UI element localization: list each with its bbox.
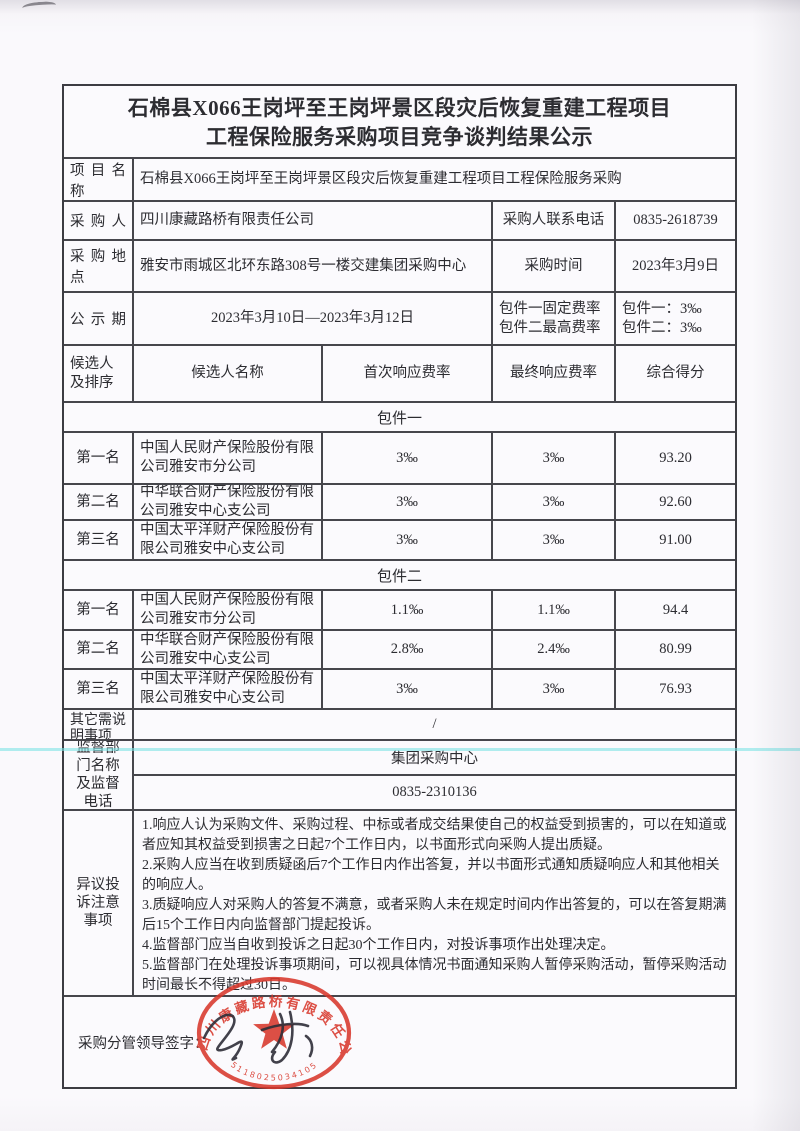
- final-rate-cell: 3‰: [491, 485, 614, 519]
- candidate-cell: 中华联合财产保险股份有限公司雅安中心支公司: [132, 485, 321, 519]
- supervision-values: 集团采购中心 0835-2310136: [132, 741, 735, 809]
- package1-banner: 包件一: [376, 410, 422, 427]
- purchase-time-label: 采购时间: [491, 241, 614, 291]
- scan-corner-mark: [21, 0, 57, 9]
- publicity-label: 公示期: [70, 312, 126, 328]
- location-value: 雅安市雨城区北环东路308号一楼交建集团采购中心: [132, 241, 491, 291]
- purchase-time-value: 2023年3月9日: [614, 241, 735, 291]
- dispute-items: 1.响应人认为采购文件、采购过程、中标或者成交结果使自己的权益受到损害的，可以在…: [132, 811, 735, 995]
- final-rate-cell: 2.4‰: [491, 631, 614, 668]
- announcement-table: 石棉县X066王岗坪至王岗坪景区段灾后恢复重建工程项目 工程保险服务采购项目竞争…: [62, 84, 737, 1089]
- rank-cell: 第二名: [76, 641, 120, 658]
- rate-value-line2: 包件二：3‰: [622, 319, 702, 336]
- result-row: 第一名 中国人民财产保险股份有限公司雅安市分公司 3‰ 3‰ 93.20: [64, 431, 735, 483]
- score-cell: 91.00: [614, 521, 735, 559]
- package2-banner: 包件二: [376, 568, 422, 585]
- score-cell: 93.20: [614, 433, 735, 483]
- rate-note: 包件一固定费率 包件二最高费率: [491, 293, 614, 344]
- supervision-phone: 0835-2310136: [134, 774, 735, 809]
- header-candidate: 候选人名称: [132, 346, 321, 401]
- score-cell: 76.93: [614, 670, 735, 708]
- document-title: 石棉县X066王岗坪至王岗坪景区段灾后恢复重建工程项目 工程保险服务采购项目竞争…: [64, 86, 735, 157]
- final-rate-cell: 1.1‰: [491, 591, 614, 629]
- first-rate-cell: 3‰: [321, 670, 491, 708]
- score-cell: 92.60: [614, 485, 735, 519]
- result-row: 第二名 中华联合财产保险股份有限公司雅安中心支公司 2.8‰ 2.4‰ 80.9…: [64, 629, 735, 668]
- dispute-item-2: 2.采购人应当在收到质疑函后7个工作日内作出答复，并以书面形式通知质疑响应人和其…: [142, 858, 720, 894]
- first-rate-cell: 3‰: [321, 485, 491, 519]
- score-cell: 80.99: [614, 631, 735, 668]
- title-line-1: 石棉县X066王岗坪至王岗坪景区段灾后恢复重建工程项目: [127, 95, 672, 120]
- rank-cell: 第一名: [76, 601, 120, 618]
- candidate-cell: 中华联合财产保险股份有限公司雅安中心支公司: [132, 631, 321, 668]
- rank-cell: 第三名: [76, 680, 120, 697]
- title-line-2: 工程保险服务采购项目竞争谈判结果公示: [206, 124, 593, 149]
- header-final-rate: 最终响应费率: [491, 346, 614, 401]
- candidate-cell: 中国太平洋财产保险股份有限公司雅安中心支公司: [132, 670, 321, 708]
- location-label: 采购地点: [70, 249, 126, 286]
- result-row: 第二名 中华联合财产保险股份有限公司雅安中心支公司 3‰ 3‰ 92.60: [64, 483, 735, 519]
- purchaser-value: 四川康藏路桥有限责任公司: [132, 202, 491, 239]
- final-rate-cell: 3‰: [491, 521, 614, 559]
- publicity-value: 2023年3月10日—2023年3月12日: [132, 293, 491, 344]
- purchaser-phone-label: 采购人联系电话: [491, 202, 614, 239]
- header-score: 综合得分: [614, 346, 735, 401]
- first-rate-cell: 2.8‰: [321, 631, 491, 668]
- other-notes-value: /: [132, 710, 735, 739]
- dispute-item-4: 4.监督部门应当自收到投诉之日起30个工作日内，对投诉事项作出处理决定。: [142, 938, 615, 954]
- rate-note-line1: 包件一固定费率: [499, 301, 601, 318]
- supervision-department: 集团采购中心: [391, 751, 478, 767]
- paper-edge-shadow: [752, 0, 800, 1131]
- result-row: 第三名 中国太平洋财产保险股份有限公司雅安中心支公司 3‰ 3‰ 91.00: [64, 519, 735, 559]
- candidate-cell: 中国人民财产保险股份有限公司雅安市分公司: [132, 433, 321, 483]
- first-rate-cell: 3‰: [321, 433, 491, 483]
- purchaser-label: 采购人: [70, 214, 126, 230]
- dispute-label: 异议投诉注意事项: [76, 876, 120, 930]
- project-name-value: 石棉县X066王岗坪至王岗坪景区段灾后恢复重建工程项目工程保险服务采购: [132, 159, 735, 200]
- purchaser-phone-value: 0835-2618739: [614, 202, 735, 239]
- score-cell: 94.4: [614, 591, 735, 629]
- result-row: 第三名 中国太平洋财产保险股份有限公司雅安中心支公司 3‰ 3‰ 76.93: [64, 668, 735, 708]
- project-name-label: 项目名称: [70, 162, 126, 200]
- rate-value-line1: 包件一：3‰: [622, 301, 702, 318]
- candidate-cell: 中国人民财产保险股份有限公司雅安市分公司: [132, 591, 321, 629]
- rank-cell: 第一名: [76, 449, 120, 466]
- result-row: 第一名 中国人民财产保险股份有限公司雅安市分公司 1.1‰ 1.1‰ 94.4: [64, 589, 735, 629]
- rank-cell: 第三名: [76, 531, 120, 548]
- paper-top-shadow: [0, 0, 800, 14]
- final-rate-cell: 3‰: [491, 670, 614, 708]
- header-rank: 候选人及排序: [70, 356, 114, 391]
- first-rate-cell: 1.1‰: [321, 591, 491, 629]
- dispute-item-1: 1.响应人认为采购文件、采购过程、中标或者成交结果使自己的权益受到损害的，可以在…: [142, 818, 727, 854]
- rank-cell: 第二名: [76, 493, 120, 510]
- dispute-item-5: 5.监督部门在处理投诉事项期间，可以视具体情况书面通知采购人暂停采购活动，暂停采…: [142, 958, 727, 994]
- supervision-label: 监督部门名称及监督电话: [76, 741, 120, 809]
- candidate-cell: 中国太平洋财产保险股份有限公司雅安中心支公司: [132, 521, 321, 559]
- rate-note-line2: 包件二最高费率: [499, 319, 601, 336]
- header-first-rate: 首次响应费率: [321, 346, 491, 401]
- rate-values: 包件一：3‰ 包件二：3‰: [614, 293, 735, 344]
- other-notes-label: 其它需说明事项: [70, 713, 126, 739]
- first-rate-cell: 3‰: [321, 521, 491, 559]
- dispute-item-3: 3.质疑响应人对采购人的答复不满意，或者采购人未在规定时间内作出答复的，可以在答…: [142, 898, 727, 934]
- final-rate-cell: 3‰: [491, 433, 614, 483]
- signature-label: 采购分管领导签字：: [78, 1035, 209, 1052]
